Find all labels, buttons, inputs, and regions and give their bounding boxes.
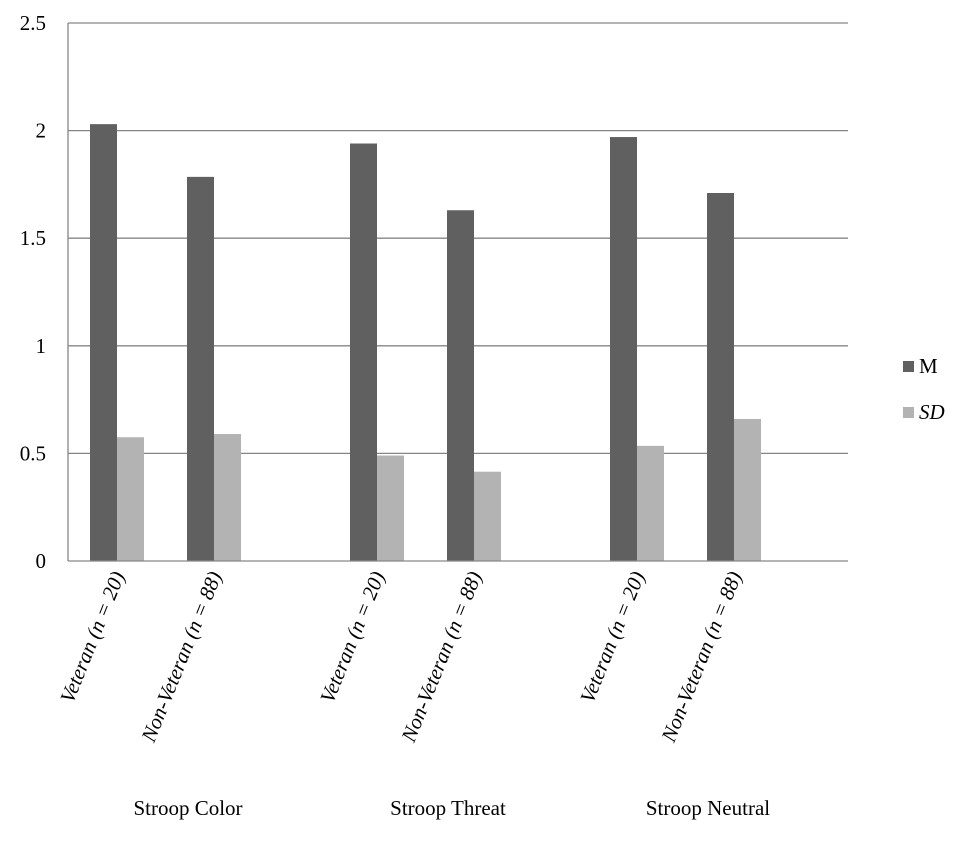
legend-label-m: M: [919, 354, 938, 378]
bar-sd-veteran: [637, 445, 664, 561]
group-label: Stroop Threat: [390, 796, 506, 820]
x-tick-label: Non-Veteran (n = 88): [656, 568, 747, 746]
legend-swatch-sd: [903, 407, 914, 418]
y-tick-label: 0: [36, 549, 47, 573]
x-axis-tick-labels: Veteran (n = 20) Non-Veteran (n = 88) Vete…: [55, 568, 747, 746]
x-tick-label: Veteran (n = 20): [55, 568, 130, 706]
x-tick-label: Non-Veteran (n = 88): [136, 568, 227, 746]
y-tick-label: 2: [36, 119, 47, 143]
x-tick-label: Veteran (n = 20): [575, 568, 650, 706]
x-tick-label: Non-Veteran (n = 88): [396, 568, 487, 746]
x-tick-label: Veteran (n = 20): [315, 568, 390, 706]
group-label: Stroop Neutral: [646, 796, 770, 820]
bar-sd-non-veteran: [214, 434, 241, 561]
bar-m-non-veteran: [707, 193, 734, 561]
group-label: Stroop Color: [133, 796, 242, 820]
bar-sd-non-veteran: [734, 418, 761, 561]
y-tick-label: 0.5: [20, 441, 46, 465]
bar-m-veteran: [610, 137, 637, 561]
y-axis-ticks: 0 0.5 1 1.5 2 2.5: [20, 11, 46, 573]
bar-m-veteran: [350, 143, 377, 561]
bar-m-non-veteran: [447, 210, 474, 561]
legend-label-sd: SD: [919, 400, 945, 424]
group-labels: Stroop Color Stroop Threat Stroop Neutral: [133, 796, 770, 820]
legend-swatch-m: [903, 361, 914, 372]
bar-sd-veteran: [377, 455, 404, 561]
legend: M SD: [903, 354, 945, 424]
y-tick-label: 2.5: [20, 11, 46, 35]
y-tick-label: 1: [36, 334, 47, 358]
bar-m-veteran: [90, 124, 117, 562]
bars: [90, 124, 761, 562]
bar-sd-veteran: [117, 437, 144, 561]
y-tick-label: 1.5: [20, 226, 46, 250]
bar-m-non-veteran: [187, 176, 214, 562]
bar-sd-non-veteran: [474, 471, 501, 561]
